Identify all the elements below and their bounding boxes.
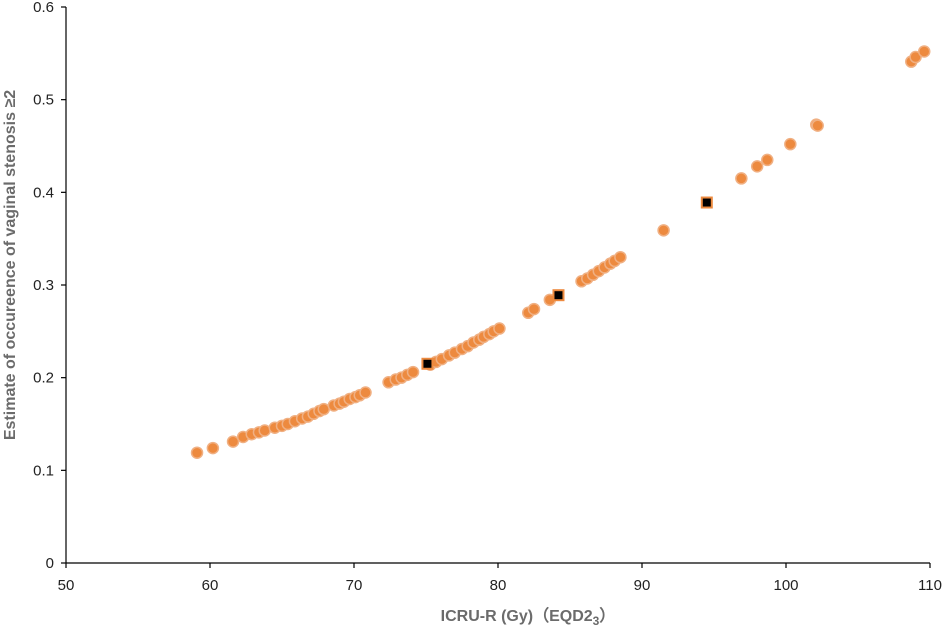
y-tick-label: 0.2 <box>33 370 54 387</box>
x-tick-label: 80 <box>490 577 507 594</box>
data-point-square <box>700 196 713 209</box>
data-point <box>258 424 271 437</box>
x-tick-label: 100 <box>773 577 798 594</box>
data-point <box>190 446 204 459</box>
x-tick-label: 90 <box>634 577 651 594</box>
x-axis-ticks: 50 60 70 80 90 100 110 <box>58 563 942 594</box>
data-point <box>359 386 372 399</box>
data-point <box>784 137 797 151</box>
y-axis-ticks: 0 0.1 0.2 0.3 0.4 0.5 0.6 <box>33 0 66 572</box>
x-axis-title-suffix: ） <box>599 607 615 625</box>
data-point <box>406 365 420 379</box>
x-axis-title-subscript: 3 <box>593 614 600 628</box>
data-point <box>735 172 748 185</box>
x-tick-label: 70 <box>346 577 363 594</box>
data-point-square <box>552 289 565 302</box>
x-axis-title-main: ICRU-R (Gy)（EQD2 <box>441 607 593 625</box>
data-point <box>527 302 541 316</box>
data-point <box>761 153 774 167</box>
data-point <box>206 441 220 455</box>
x-tick-label: 50 <box>58 577 75 594</box>
data-point <box>750 160 764 173</box>
data-point <box>811 119 824 132</box>
data-point <box>657 224 670 237</box>
data-point-square <box>421 357 434 370</box>
y-tick-label: 0 <box>46 555 54 572</box>
y-tick-label: 0.1 <box>33 462 54 479</box>
y-tick-label: 0.4 <box>33 184 54 201</box>
data-point <box>226 435 240 448</box>
y-tick-label: 0.5 <box>33 92 54 109</box>
axes: 50 60 70 80 90 100 110 0 0.1 0.2 0.3 0.4 0.5 0.6 <box>33 0 942 594</box>
data-point <box>493 322 506 335</box>
data-point <box>917 45 931 58</box>
data-points <box>190 45 931 459</box>
x-axis-title: ICRU-R (Gy)（EQD23） <box>441 607 616 628</box>
data-point <box>909 50 922 64</box>
x-tick-label: 60 <box>202 577 219 594</box>
y-tick-label: 0.6 <box>33 0 54 16</box>
data-point <box>614 250 627 264</box>
y-axis-title: Estimate of occureence of vaginal stenos… <box>2 90 19 440</box>
y-tick-label: 0.3 <box>33 277 54 294</box>
x-tick-label: 110 <box>918 577 942 594</box>
